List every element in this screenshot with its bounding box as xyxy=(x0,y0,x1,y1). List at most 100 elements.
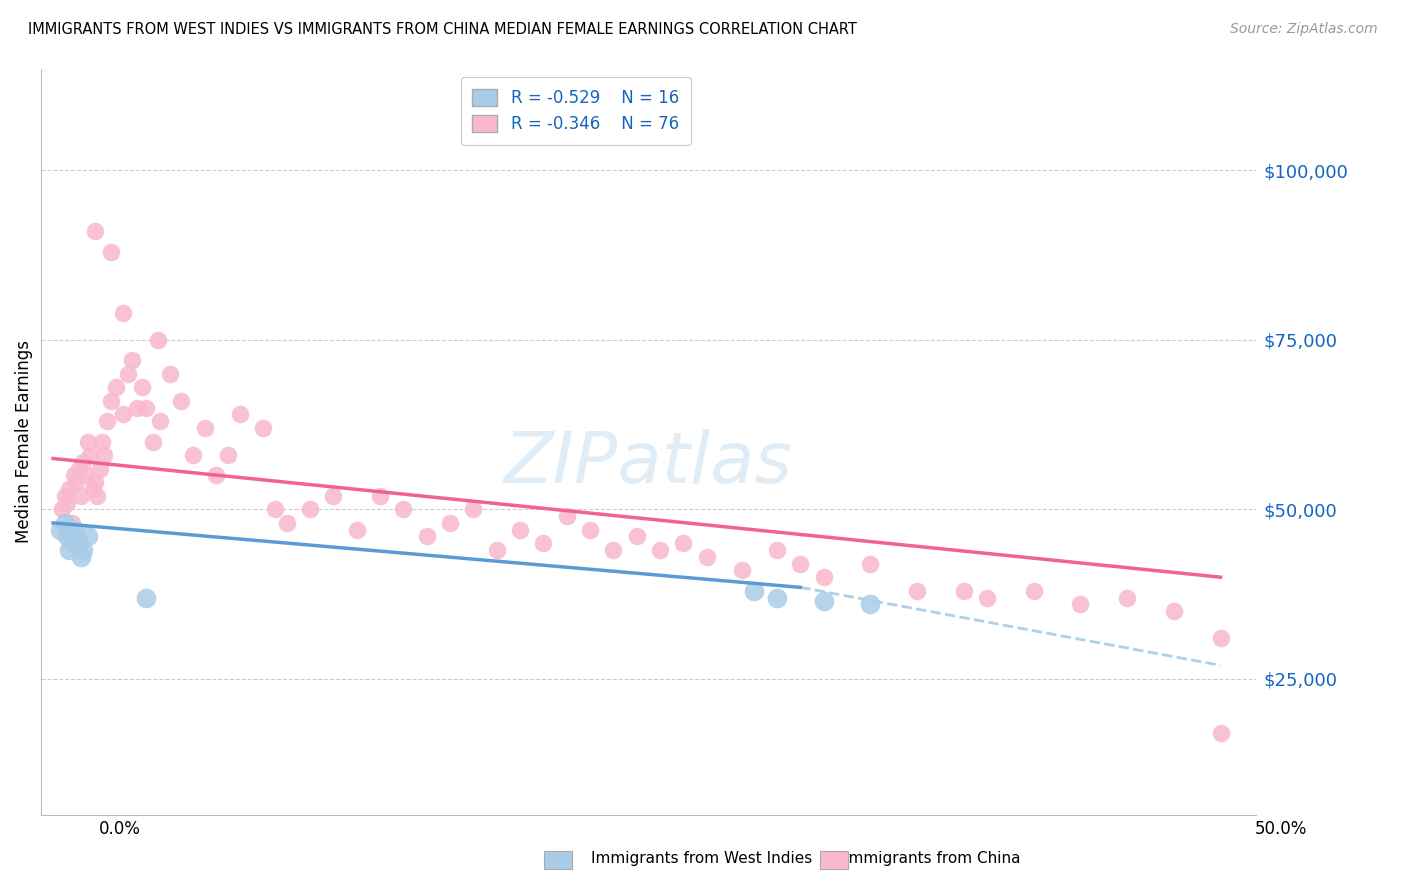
Point xyxy=(51,502,73,516)
Point xyxy=(1209,726,1232,740)
Point xyxy=(392,502,415,516)
Point xyxy=(135,591,157,605)
Point xyxy=(60,536,83,550)
Point xyxy=(276,516,298,530)
Point xyxy=(976,591,998,605)
Point xyxy=(905,583,928,598)
Point xyxy=(626,529,648,543)
Point xyxy=(82,482,104,496)
Point xyxy=(77,434,100,449)
Point xyxy=(298,502,321,516)
Point xyxy=(100,244,122,259)
Point xyxy=(53,489,76,503)
Point xyxy=(72,543,94,558)
Point xyxy=(789,557,811,571)
Text: 0.0%: 0.0% xyxy=(98,820,141,838)
Point xyxy=(159,367,181,381)
Point xyxy=(170,393,193,408)
Point xyxy=(731,563,754,577)
Point xyxy=(105,380,128,394)
Point xyxy=(72,455,94,469)
Point xyxy=(579,523,602,537)
Y-axis label: Median Female Earnings: Median Female Earnings xyxy=(15,340,32,543)
Point xyxy=(56,495,79,509)
Point xyxy=(135,401,157,415)
Point xyxy=(53,516,76,530)
Point xyxy=(813,594,835,608)
Point xyxy=(67,536,90,550)
Point xyxy=(602,543,624,558)
Point xyxy=(58,482,80,496)
Point xyxy=(131,380,153,394)
Point xyxy=(859,557,882,571)
Text: Source: ZipAtlas.com: Source: ZipAtlas.com xyxy=(1230,22,1378,37)
Point xyxy=(86,489,108,503)
Point xyxy=(952,583,974,598)
Legend: R = -0.529    N = 16, R = -0.346    N = 76: R = -0.529 N = 16, R = -0.346 N = 76 xyxy=(461,77,690,145)
Point xyxy=(766,591,789,605)
Point xyxy=(67,461,90,475)
Point xyxy=(84,224,107,238)
Point xyxy=(93,448,115,462)
Text: 50.0%: 50.0% xyxy=(1256,820,1308,838)
Point xyxy=(70,549,93,564)
Point xyxy=(217,448,239,462)
Text: IMMIGRANTS FROM WEST INDIES VS IMMIGRANTS FROM CHINA MEDIAN FEMALE EARNINGS CORR: IMMIGRANTS FROM WEST INDIES VS IMMIGRANT… xyxy=(28,22,858,37)
Point xyxy=(49,523,72,537)
Point xyxy=(696,549,718,564)
Point xyxy=(77,529,100,543)
Point xyxy=(79,448,101,462)
Point xyxy=(263,502,285,516)
Point xyxy=(742,583,765,598)
Point xyxy=(181,448,204,462)
Point xyxy=(117,367,139,381)
Point xyxy=(84,475,107,490)
Point xyxy=(650,543,672,558)
Point xyxy=(439,516,461,530)
Point xyxy=(63,523,86,537)
Point xyxy=(555,509,578,524)
Point xyxy=(121,353,143,368)
Point xyxy=(100,393,122,408)
Point xyxy=(89,461,111,475)
Point xyxy=(91,434,114,449)
Point xyxy=(60,516,83,530)
Point xyxy=(125,401,148,415)
Point xyxy=(63,468,86,483)
Point xyxy=(75,468,97,483)
Point xyxy=(1209,631,1232,645)
Point xyxy=(766,543,789,558)
Point xyxy=(1163,604,1185,618)
Point xyxy=(56,529,79,543)
Point xyxy=(65,475,87,490)
Point xyxy=(252,421,274,435)
Point xyxy=(813,570,835,584)
Point xyxy=(1022,583,1045,598)
Point xyxy=(672,536,695,550)
Point xyxy=(346,523,368,537)
Point xyxy=(149,414,172,428)
Point xyxy=(194,421,217,435)
Point xyxy=(1069,597,1091,611)
Point xyxy=(146,333,169,347)
Point xyxy=(463,502,485,516)
Point xyxy=(531,536,554,550)
Point xyxy=(65,529,87,543)
Point xyxy=(229,408,252,422)
Point xyxy=(70,489,93,503)
Point xyxy=(368,489,391,503)
Point xyxy=(142,434,165,449)
Point xyxy=(415,529,437,543)
Text: Immigrants from West Indies: Immigrants from West Indies xyxy=(591,851,811,865)
Point xyxy=(112,306,135,320)
Point xyxy=(205,468,228,483)
Point xyxy=(509,523,531,537)
Point xyxy=(322,489,344,503)
Point xyxy=(485,543,508,558)
Point xyxy=(1116,591,1139,605)
Point xyxy=(112,408,135,422)
Text: Immigrants from China: Immigrants from China xyxy=(844,851,1021,865)
Text: ZIPatlas: ZIPatlas xyxy=(503,429,793,499)
Point xyxy=(58,543,80,558)
Point xyxy=(859,597,882,611)
